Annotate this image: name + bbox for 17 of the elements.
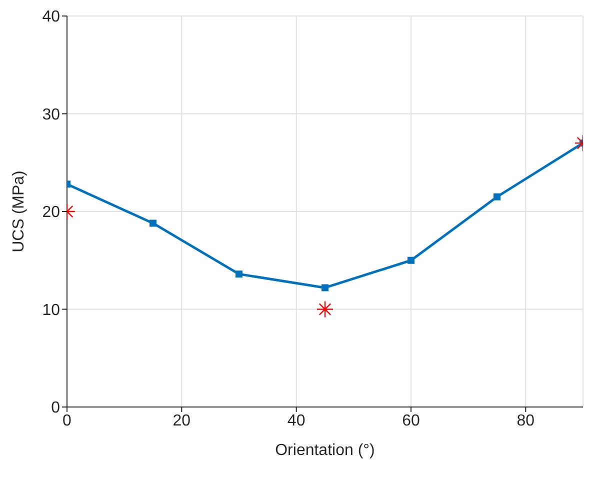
point — [322, 284, 328, 292]
x-tick-label: 60 — [402, 412, 420, 430]
x-tick-label: 0 — [62, 412, 72, 430]
x-tick-label: 80 — [516, 412, 535, 430]
point — [150, 220, 156, 227]
y-axis-title: UCS (MPa) — [10, 170, 28, 252]
point — [494, 193, 500, 200]
y-tick-label: 0 — [51, 400, 60, 417]
x-tick-label: 20 — [172, 412, 191, 430]
y-tick-label: 10 — [42, 302, 60, 319]
point — [408, 256, 414, 264]
y-tick-label: 40 — [42, 8, 60, 26]
x-tick-label: 40 — [287, 412, 306, 430]
y-tick-label: 20 — [42, 204, 60, 222]
point — [236, 270, 242, 278]
x-axis-title: Orientation (°) — [275, 442, 375, 459]
y-tick-label: 30 — [42, 106, 60, 124]
